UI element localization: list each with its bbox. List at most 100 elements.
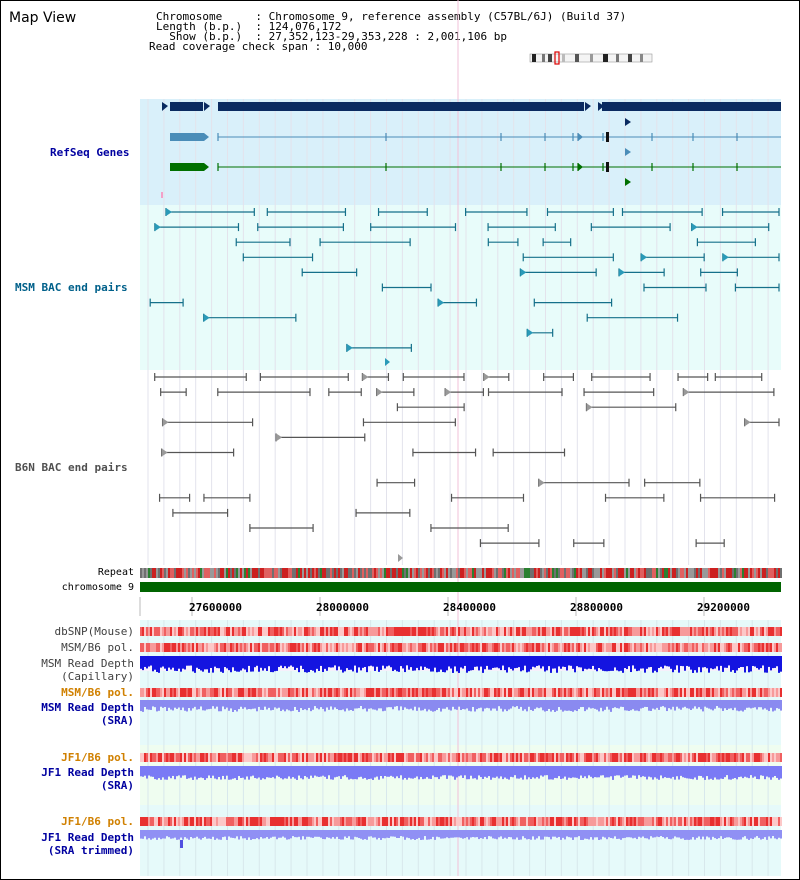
polymorphism-cell [730,688,732,697]
polymorphism-cell [404,643,406,652]
read-depth-bar [512,766,514,778]
polymorphism-cell [278,643,280,652]
polymorphism-cell [340,817,342,826]
polymorphism-cell [580,817,582,826]
polymorphism-cell [426,688,428,697]
polymorphism-cell [478,643,480,652]
read-depth-bar [608,830,610,838]
read-depth-bar [282,700,284,710]
polymorphism-cell [616,753,618,762]
polymorphism-cell [754,817,756,826]
polymorphism-cell [412,817,414,826]
repeat-block [356,568,358,578]
polymorphism-cell [558,817,560,826]
polymorphism-cell [358,688,360,697]
repeat-block [592,568,594,578]
polymorphism-cell [364,753,366,762]
read-depth-bar [340,766,342,779]
polymorphism-cell [214,817,216,826]
polymorphism-cell [718,817,720,826]
read-depth-bar [536,766,538,778]
repeat-block [278,568,280,578]
polymorphism-cell [736,643,738,652]
polymorphism-cell [394,753,396,762]
read-depth-bar [468,656,470,672]
polymorphism-cell [404,753,406,762]
repeat-block [198,568,200,578]
polymorphism-cell [222,627,224,636]
polymorphism-cell [650,643,652,652]
polymorphism-cell [318,753,320,762]
polymorphism-cell [662,643,664,652]
polymorphism-cell [264,753,266,762]
read-depth-bar [346,656,348,669]
polymorphism-cell [704,627,706,636]
polymorphism-cell [246,753,248,762]
polymorphism-cell [382,817,384,826]
polymorphism-cell [778,753,780,762]
read-depth-bar [152,830,154,839]
polymorphism-cell [142,627,144,636]
polymorphism-cell [510,627,512,636]
read-depth-bar [698,700,700,708]
polymorphism-cell [526,817,528,826]
read-depth-bar [498,766,500,779]
polymorphism-cell [150,643,152,652]
read-depth-bar [190,766,192,778]
read-depth-bar [408,766,410,778]
repeat-block [204,568,206,578]
polymorphism-cell [322,643,324,652]
polymorphism-cell [440,643,442,652]
read-depth-bar [354,700,356,709]
track-label-refseq[interactable]: RefSeq Genes [50,146,130,159]
polymorphism-cell [748,688,750,697]
track-label-jf1-depth-trimmed-sub: (SRA trimmed) [47,844,134,857]
read-depth-bar [362,656,364,668]
polymorphism-cell [164,753,166,762]
repeat-block [180,568,182,578]
polymorphism-cell [252,688,254,697]
read-depth-bar [740,830,742,840]
read-depth-bar [544,700,546,712]
polymorphism-cell [758,643,760,652]
read-depth-bar [726,700,728,710]
read-depth-bar [168,700,170,708]
polymorphism-cell [636,753,638,762]
polymorphism-cell [402,688,404,697]
track-label-msm-bac[interactable]: MSM BAC end pairs [15,281,128,294]
read-depth-bar [720,656,722,666]
polymorphism-cell [380,817,382,826]
polymorphism-cell [438,753,440,762]
polymorphism-cell [444,753,446,762]
repeat-block [158,568,160,578]
read-depth-bar [328,766,330,776]
repeat-block [720,568,722,578]
ideogram-band [562,54,565,62]
repeat-block [518,568,520,578]
read-depth-bar [396,700,398,707]
polymorphism-cell [578,688,580,697]
polymorphism-cell [630,688,632,697]
polymorphism-cell [146,753,148,762]
polymorphism-cell [158,688,160,697]
polymorphism-cell [672,627,674,636]
polymorphism-cell [298,753,300,762]
track-label-dbsnp: dbSNP(Mouse) [54,625,134,638]
track-label-b6n-bac[interactable]: B6N BAC end pairs [15,461,128,474]
read-depth-bar [244,766,246,780]
polymorphism-cell [312,753,314,762]
repeat-block [418,568,420,578]
read-depth-bar [494,656,496,668]
read-depth-bar [294,830,296,838]
polymorphism-cell [464,753,466,762]
read-depth-bar [398,656,400,672]
repeat-block [392,568,394,578]
read-depth-bar [172,830,174,839]
read-depth-bar [300,830,302,840]
polymorphism-cell [190,753,192,762]
polymorphism-cell [540,817,542,826]
polymorphism-cell [486,753,488,762]
polymorphism-cell [408,688,410,697]
read-depth-bar [588,830,590,840]
